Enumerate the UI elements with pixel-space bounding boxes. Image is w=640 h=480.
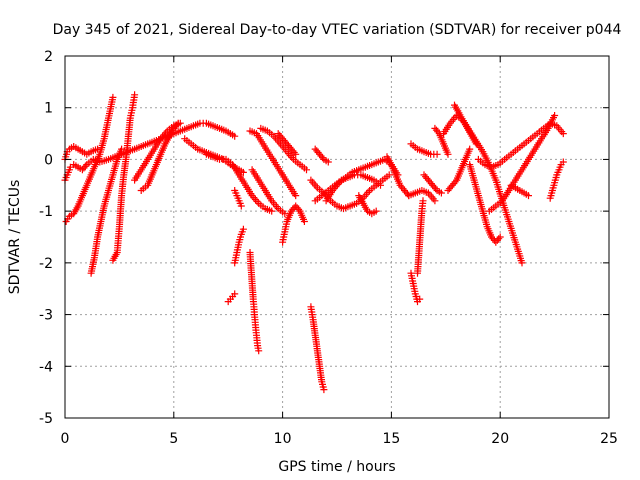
y-tick-label: 1 [44,101,53,117]
series-arc-24 [355,192,380,218]
plus-marker [81,162,89,170]
plus-marker [292,150,300,158]
series-arc-36 [474,119,567,171]
series-arc-17 [274,130,300,158]
x-tick-label: 15 [382,431,400,447]
plus-marker [472,140,480,148]
y-tick-label: -5 [39,411,53,427]
series-arc-38 [507,181,532,200]
series-arc-34 [451,101,480,148]
data-points [61,91,567,394]
series-arc-16 [257,124,310,174]
plus-marker [303,166,310,174]
series-arc-33 [444,145,474,194]
plus-marker [444,150,452,158]
series-arc-05 [109,91,139,264]
y-tick-label: 2 [44,49,53,65]
plus-marker [525,192,532,200]
series-arc-23 [322,155,402,205]
plus-marker [320,386,328,394]
x-tick-label: 0 [61,431,70,447]
series-arc-07 [137,119,182,194]
plus-marker [109,93,117,101]
plus-marker [231,132,239,140]
plus-marker [255,347,263,355]
series-arc-03 [62,93,117,225]
series-arc-26 [407,269,424,306]
series-arc-30 [420,171,445,197]
plus-marker [559,158,567,166]
series-arc-10 [224,290,239,306]
plus-marker [239,225,247,233]
plus-marker [377,181,384,189]
series-arc-15 [248,166,289,218]
plus-marker [466,145,474,153]
y-tick-label: -3 [39,308,53,324]
x-tick-label: 5 [169,431,178,447]
series-arc-12 [231,187,245,210]
series-arc-39 [546,158,567,202]
plus-marker [174,119,182,127]
x-tick-label: 10 [274,431,292,447]
series-arc-37 [485,112,559,215]
grid-lines [65,56,609,418]
series-arc-20 [311,145,332,166]
series-arc-14 [246,127,300,200]
series-arc-04 [87,145,126,277]
plus-marker [431,197,439,205]
series-arc-09 [202,150,276,215]
plus-marker [231,290,239,298]
plus-marker [551,112,559,119]
plus-marker [268,207,276,215]
plus-marker [496,233,504,241]
series-arc-11 [231,225,247,267]
plus-marker [295,205,303,213]
x-axis-label: GPS time / hours [278,459,395,475]
series-arc-28 [405,187,439,205]
series-arc-13 [246,249,263,355]
plus-marker [277,133,285,141]
series-arc-18 [279,202,308,246]
plus-marker [518,259,526,267]
plot-frame [64,55,610,419]
y-tick-label: -1 [39,204,53,220]
plus-marker [372,207,380,215]
x-tick-label: 20 [491,431,509,447]
plus-marker [433,150,441,158]
plus-marker [324,158,332,166]
plus-marker [451,178,459,186]
plus-marker [300,218,308,225]
series-arc-32 [440,112,526,267]
series-arc-19 [307,303,328,394]
plus-marker [118,145,126,153]
series-arc-31 [431,124,452,158]
plus-marker [416,295,424,303]
axis-ticks: 0 5 10 15 20 25 -5 -4 -3 -2 -1 0 1 2 [39,49,618,447]
y-axis-label: SDTVAR / TECUs [7,180,23,295]
series-arc-27 [414,197,427,277]
y-tick-label: -4 [39,359,53,375]
plus-marker [292,192,300,200]
chart-title: Day 345 of 2021, Sidereal Day-to-day VTE… [53,22,622,38]
plus-marker [419,197,427,205]
x-tick-label: 25 [600,431,618,447]
series-arc-35 [466,161,504,246]
plus-marker [237,202,245,210]
plus-marker [437,189,445,197]
y-tick-label: 0 [44,152,53,168]
plus-marker [559,130,567,138]
plus-marker [495,235,503,243]
plus-marker [319,154,326,162]
plus-marker [131,91,139,99]
y-tick-label: -2 [39,256,53,272]
series-arc-06 [131,119,184,184]
series-arc-29 [407,140,441,158]
plus-marker [385,171,393,179]
